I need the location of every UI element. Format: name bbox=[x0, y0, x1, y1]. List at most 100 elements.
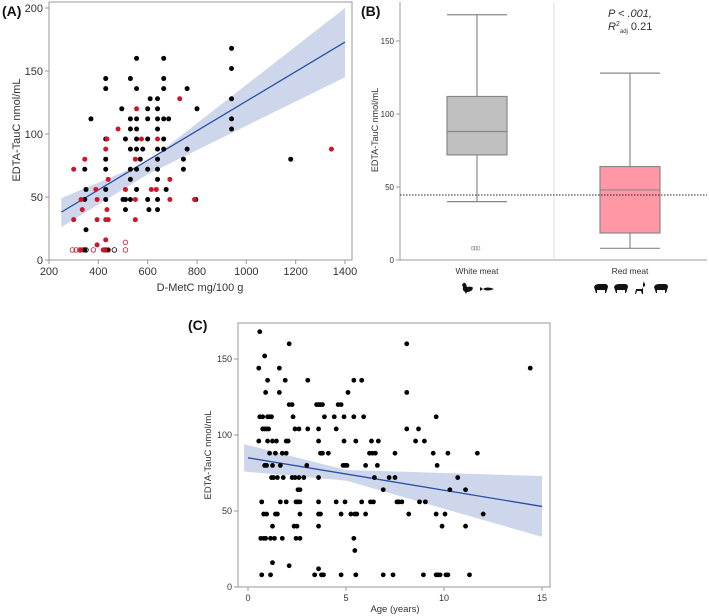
data-point-black bbox=[229, 65, 235, 71]
data-point bbox=[289, 402, 295, 407]
data-point bbox=[434, 463, 440, 468]
data-point bbox=[294, 523, 300, 529]
data-point bbox=[280, 475, 286, 480]
data-point bbox=[286, 563, 292, 569]
data-point bbox=[265, 438, 270, 444]
y-tick-label: 0 bbox=[37, 255, 43, 267]
data-point bbox=[352, 548, 358, 553]
data-point-black bbox=[155, 207, 161, 213]
data-point bbox=[270, 463, 275, 468]
data-point-red bbox=[167, 197, 173, 203]
data-point-black bbox=[88, 116, 94, 122]
data-point-black bbox=[83, 186, 89, 192]
data-point bbox=[256, 438, 262, 444]
confidence-band bbox=[244, 444, 542, 537]
data-point-black bbox=[127, 166, 133, 172]
data-point bbox=[373, 450, 378, 456]
data-point bbox=[442, 511, 448, 517]
data-point bbox=[353, 572, 359, 578]
data-point-black bbox=[166, 116, 172, 122]
box-iqr bbox=[599, 165, 661, 234]
data-point bbox=[264, 463, 270, 468]
panel-label: (B) bbox=[361, 3, 380, 19]
category-label: Red meat bbox=[612, 266, 649, 276]
x-tick-label: 1400 bbox=[333, 266, 357, 278]
data-point bbox=[353, 438, 359, 444]
x-tick-label: 5 bbox=[343, 593, 348, 603]
data-point bbox=[283, 450, 289, 456]
data-point bbox=[305, 426, 311, 432]
data-point-red bbox=[78, 197, 84, 203]
data-point bbox=[422, 499, 428, 505]
x-tick-label: 1000 bbox=[234, 266, 258, 278]
data-point bbox=[301, 475, 307, 480]
p-value-annotation: P < .001, bbox=[608, 8, 652, 20]
data-point bbox=[333, 499, 339, 505]
data-point bbox=[312, 572, 318, 578]
regression-line bbox=[247, 457, 543, 508]
data-point bbox=[283, 499, 289, 505]
data-point-red bbox=[132, 217, 138, 223]
r2-annotation: R2adj 0.21 bbox=[608, 21, 652, 35]
data-point-black bbox=[134, 136, 140, 142]
data-point bbox=[292, 475, 298, 480]
fish-shape bbox=[480, 287, 494, 291]
data-point bbox=[369, 438, 374, 444]
data-point-red bbox=[104, 136, 110, 142]
data-point bbox=[344, 463, 350, 468]
data-point-red-open bbox=[122, 247, 129, 253]
data-point bbox=[293, 535, 299, 541]
data-point-red-open bbox=[122, 239, 129, 246]
data-point bbox=[430, 450, 436, 456]
sheep-icon bbox=[594, 284, 608, 293]
data-point-red bbox=[122, 186, 128, 192]
data-point-red bbox=[103, 237, 109, 243]
y-tick-label: 200 bbox=[25, 3, 43, 15]
data-point bbox=[463, 523, 468, 529]
data-point bbox=[342, 499, 348, 505]
data-point bbox=[527, 365, 533, 371]
data-point-red-open bbox=[77, 247, 83, 253]
data-point bbox=[316, 438, 321, 444]
data-point-black bbox=[83, 227, 89, 233]
category-label: White meat bbox=[456, 266, 500, 276]
data-point-black bbox=[137, 156, 143, 162]
data-point bbox=[286, 341, 292, 347]
data-point bbox=[447, 487, 453, 493]
data-point bbox=[348, 511, 354, 517]
data-point bbox=[333, 426, 339, 432]
data-point-black bbox=[194, 106, 200, 112]
y-tick-label: 0 bbox=[227, 582, 232, 592]
data-point-black bbox=[147, 96, 153, 102]
data-point bbox=[467, 572, 472, 578]
data-point bbox=[433, 414, 439, 420]
data-point-black bbox=[180, 156, 186, 162]
data-point bbox=[322, 414, 327, 420]
data-point-black bbox=[155, 106, 161, 112]
data-point bbox=[296, 426, 302, 432]
data-point bbox=[354, 511, 360, 517]
y-tick-label: 0 bbox=[390, 256, 395, 265]
data-point bbox=[282, 377, 288, 383]
data-point bbox=[416, 426, 421, 432]
data-point bbox=[316, 566, 321, 572]
data-point bbox=[445, 572, 451, 578]
data-point-black bbox=[103, 76, 109, 82]
data-point-black bbox=[103, 156, 109, 162]
data-point bbox=[279, 450, 285, 456]
data-point bbox=[361, 414, 367, 420]
chicken-icon bbox=[462, 282, 473, 294]
data-point bbox=[268, 572, 273, 578]
data-point-black bbox=[145, 106, 151, 112]
y-tick-label: 50 bbox=[385, 183, 394, 192]
data-point-black bbox=[180, 166, 186, 172]
regression-line bbox=[60, 41, 346, 213]
panel-label: (C) bbox=[188, 317, 207, 333]
data-point bbox=[297, 535, 303, 541]
data-point-black bbox=[155, 116, 161, 122]
data-point-red bbox=[78, 247, 84, 253]
data-point bbox=[392, 475, 398, 480]
chicken-shape bbox=[462, 282, 473, 294]
data-point-red bbox=[155, 136, 161, 142]
r2-symbol: R bbox=[608, 21, 616, 33]
